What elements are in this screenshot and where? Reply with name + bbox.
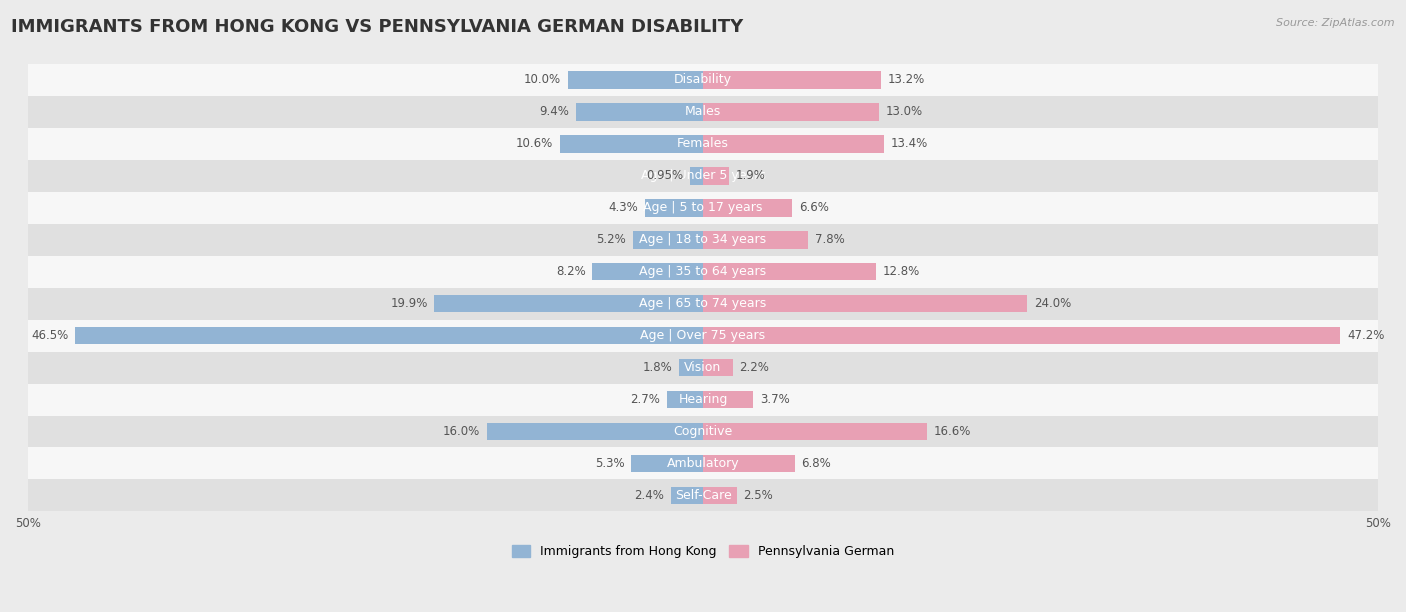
Text: 4.3%: 4.3% — [609, 201, 638, 214]
Text: 46.5%: 46.5% — [31, 329, 69, 342]
Bar — [434, 295, 703, 313]
Bar — [486, 423, 703, 440]
Legend: Immigrants from Hong Kong, Pennsylvania German: Immigrants from Hong Kong, Pennsylvania … — [506, 540, 900, 563]
Bar — [645, 199, 703, 217]
Text: 2.5%: 2.5% — [744, 489, 773, 502]
Text: 10.6%: 10.6% — [516, 137, 553, 151]
Text: 19.9%: 19.9% — [391, 297, 427, 310]
Text: 8.2%: 8.2% — [555, 265, 585, 278]
Bar — [690, 167, 703, 185]
Bar — [28, 160, 1378, 192]
Text: Age | 35 to 64 years: Age | 35 to 64 years — [640, 265, 766, 278]
Text: 5.2%: 5.2% — [596, 233, 626, 246]
Text: Age | Under 5 years: Age | Under 5 years — [641, 170, 765, 182]
Text: 1.9%: 1.9% — [735, 170, 765, 182]
Text: Females: Females — [678, 137, 728, 151]
Bar — [28, 479, 1378, 512]
Bar — [703, 327, 1340, 345]
Bar — [703, 295, 1026, 313]
Bar — [703, 103, 879, 121]
Bar — [703, 135, 884, 152]
Bar — [666, 390, 703, 408]
Bar — [560, 135, 703, 152]
Text: 16.0%: 16.0% — [443, 425, 481, 438]
Text: Cognitive: Cognitive — [673, 425, 733, 438]
Bar — [28, 416, 1378, 447]
Bar — [703, 487, 737, 504]
Bar — [679, 359, 703, 376]
Text: 1.8%: 1.8% — [643, 361, 672, 374]
Bar — [703, 455, 794, 472]
Text: IMMIGRANTS FROM HONG KONG VS PENNSYLVANIA GERMAN DISABILITY: IMMIGRANTS FROM HONG KONG VS PENNSYLVANI… — [11, 18, 744, 36]
Text: Age | 5 to 17 years: Age | 5 to 17 years — [644, 201, 762, 214]
Text: 6.8%: 6.8% — [801, 457, 831, 470]
Text: Age | 18 to 34 years: Age | 18 to 34 years — [640, 233, 766, 246]
Bar — [703, 263, 876, 280]
Bar — [28, 288, 1378, 319]
Text: Males: Males — [685, 105, 721, 118]
Text: Age | 65 to 74 years: Age | 65 to 74 years — [640, 297, 766, 310]
Bar — [28, 384, 1378, 416]
Text: Ambulatory: Ambulatory — [666, 457, 740, 470]
Text: Disability: Disability — [673, 73, 733, 86]
Text: 2.2%: 2.2% — [740, 361, 769, 374]
Bar — [28, 447, 1378, 479]
Text: 24.0%: 24.0% — [1033, 297, 1071, 310]
Bar — [576, 103, 703, 121]
Text: 2.7%: 2.7% — [630, 393, 659, 406]
Bar — [28, 64, 1378, 96]
Bar — [75, 327, 703, 345]
Bar — [28, 128, 1378, 160]
Text: 9.4%: 9.4% — [540, 105, 569, 118]
Bar — [592, 263, 703, 280]
Text: Self-Care: Self-Care — [675, 489, 731, 502]
Text: Vision: Vision — [685, 361, 721, 374]
Text: Hearing: Hearing — [678, 393, 728, 406]
Text: 2.4%: 2.4% — [634, 489, 664, 502]
Text: Age | Over 75 years: Age | Over 75 years — [641, 329, 765, 342]
Bar — [631, 455, 703, 472]
Text: 13.2%: 13.2% — [889, 73, 925, 86]
Bar — [703, 359, 733, 376]
Bar — [703, 71, 882, 89]
Bar — [703, 390, 754, 408]
Text: 47.2%: 47.2% — [1347, 329, 1385, 342]
Text: 10.0%: 10.0% — [524, 73, 561, 86]
Bar — [28, 256, 1378, 288]
Text: 13.4%: 13.4% — [890, 137, 928, 151]
Bar — [28, 319, 1378, 351]
Text: 7.8%: 7.8% — [815, 233, 845, 246]
Bar — [28, 96, 1378, 128]
Bar — [28, 224, 1378, 256]
Text: Source: ZipAtlas.com: Source: ZipAtlas.com — [1277, 18, 1395, 28]
Text: 5.3%: 5.3% — [595, 457, 624, 470]
Bar — [568, 71, 703, 89]
Bar — [703, 231, 808, 248]
Text: 12.8%: 12.8% — [883, 265, 920, 278]
Text: 6.6%: 6.6% — [799, 201, 828, 214]
Text: 0.95%: 0.95% — [647, 170, 683, 182]
Bar — [703, 167, 728, 185]
Bar — [28, 192, 1378, 224]
Text: 13.0%: 13.0% — [886, 105, 922, 118]
Bar — [671, 487, 703, 504]
Text: 3.7%: 3.7% — [759, 393, 789, 406]
Bar — [633, 231, 703, 248]
Bar — [703, 423, 927, 440]
Text: 16.6%: 16.6% — [934, 425, 972, 438]
Bar — [28, 351, 1378, 384]
Bar — [703, 199, 792, 217]
